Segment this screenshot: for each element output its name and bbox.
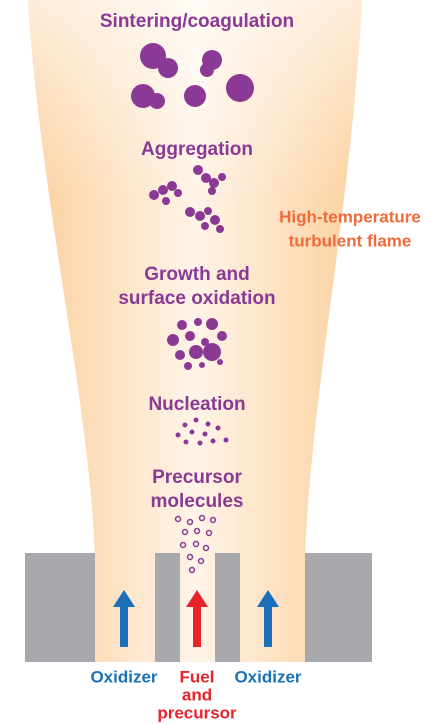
stage-label: Nucleation xyxy=(148,394,245,415)
burner xyxy=(25,553,372,662)
flame-label: High-temperature xyxy=(279,207,421,226)
precursors xyxy=(174,514,217,574)
input-label: Oxidizer xyxy=(234,667,301,686)
growing-particles xyxy=(167,318,227,370)
arrows xyxy=(113,590,279,647)
stage-label: Aggregation xyxy=(141,139,253,160)
input-label: Fuel xyxy=(180,667,215,686)
labels: Sintering/coagulation Aggregation Growth a… xyxy=(90,11,420,722)
stage-label: Growth and xyxy=(144,264,250,285)
flame-fade xyxy=(28,0,362,662)
stage-label: molecules xyxy=(151,491,244,512)
input-label: and xyxy=(182,685,212,704)
nuclei xyxy=(175,417,229,446)
sintered-particles xyxy=(131,43,254,109)
input-label: Oxidizer xyxy=(90,667,157,686)
stage-label: Precursor xyxy=(152,467,242,488)
flame-label: turbulent flame xyxy=(289,231,412,250)
stage-label: Sintering/coagulation xyxy=(100,11,294,32)
aggregates xyxy=(149,165,226,233)
stage-label: surface oxidation xyxy=(118,288,275,309)
input-label: precursor xyxy=(157,703,237,722)
